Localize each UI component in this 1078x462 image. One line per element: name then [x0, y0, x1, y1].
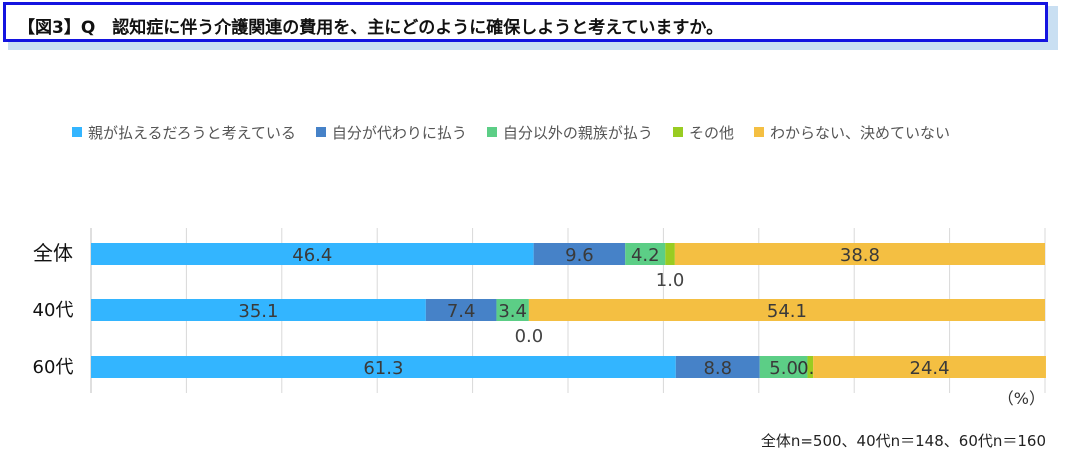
- category-label: 60代: [33, 357, 74, 378]
- legend-item-2: 自分以外の親族が払う: [486, 122, 653, 143]
- data-label: 54.1: [767, 301, 807, 322]
- bar-segment: [807, 356, 814, 378]
- bar-segment: [674, 243, 1045, 265]
- data-label: 24.4: [910, 358, 950, 379]
- legend-swatch: [486, 127, 497, 137]
- data-label: 35.1: [238, 301, 278, 322]
- bar-segment: [665, 243, 675, 265]
- sample-size-note: 全体n=500、40代n＝148、60代n＝160: [760, 432, 1046, 450]
- legend-item-1: 自分が代わりに払う: [315, 122, 467, 143]
- title-box: 【図3】Q 認知症に伴う介護関連の費用を、主にどのように確保しようと考えています…: [3, 2, 1048, 42]
- data-label: 4.2: [631, 245, 660, 266]
- legend-label: 自分以外の親族が払う: [502, 123, 653, 142]
- data-label: 9.6: [565, 245, 594, 266]
- bar-segment: [759, 356, 808, 378]
- legend-label: 親が払えるだろうと考えている: [88, 123, 296, 142]
- data-label: 5.0: [769, 358, 798, 379]
- data-label: 3.4: [498, 301, 527, 322]
- legend-label: 自分が代わりに払う: [331, 123, 467, 142]
- bar-segment: [813, 356, 1046, 378]
- category-label: 40代: [33, 300, 74, 321]
- bar-segment: [533, 243, 626, 265]
- data-label: 0.0: [515, 326, 544, 347]
- data-label: 46.4: [292, 245, 332, 266]
- legend-swatch: [72, 127, 82, 137]
- bar-segment: [675, 356, 760, 378]
- chart-title: 【図3】Q 認知症に伴う介護関連の費用を、主にどのように確保しようと考えています…: [18, 18, 724, 38]
- bar-segment: [496, 299, 529, 321]
- bar-segment: [91, 243, 534, 265]
- data-label: 38.8: [840, 245, 880, 266]
- legend-item-3: その他: [672, 122, 734, 143]
- bar-segment: [91, 356, 676, 378]
- bar-segment: [425, 299, 497, 321]
- legend-swatch: [315, 127, 326, 137]
- bar-segment: [91, 299, 426, 321]
- category-label: 全体: [33, 241, 73, 265]
- bar-segment: [528, 299, 1045, 321]
- bar-segment: [625, 243, 666, 265]
- data-label: 7.4: [447, 301, 476, 322]
- unit-label: （%）: [998, 389, 1045, 408]
- legend-item-4: わからない、決めていない: [753, 122, 950, 143]
- legend-label: その他: [688, 123, 734, 142]
- legend-swatch: [753, 127, 764, 137]
- data-label: 61.3: [363, 358, 403, 379]
- data-label: 1.0: [656, 270, 685, 291]
- legend: 親が払えるだろうと考えている 自分が代わりに払う 自分以外の親族が払う その他 わからな…: [72, 122, 970, 142]
- legend-label: わからない、決めていない: [769, 123, 950, 142]
- data-label: 8.8: [703, 358, 732, 379]
- legend-item-0: 親が払えるだろうと考えている: [72, 122, 296, 143]
- legend-swatch: [672, 127, 683, 137]
